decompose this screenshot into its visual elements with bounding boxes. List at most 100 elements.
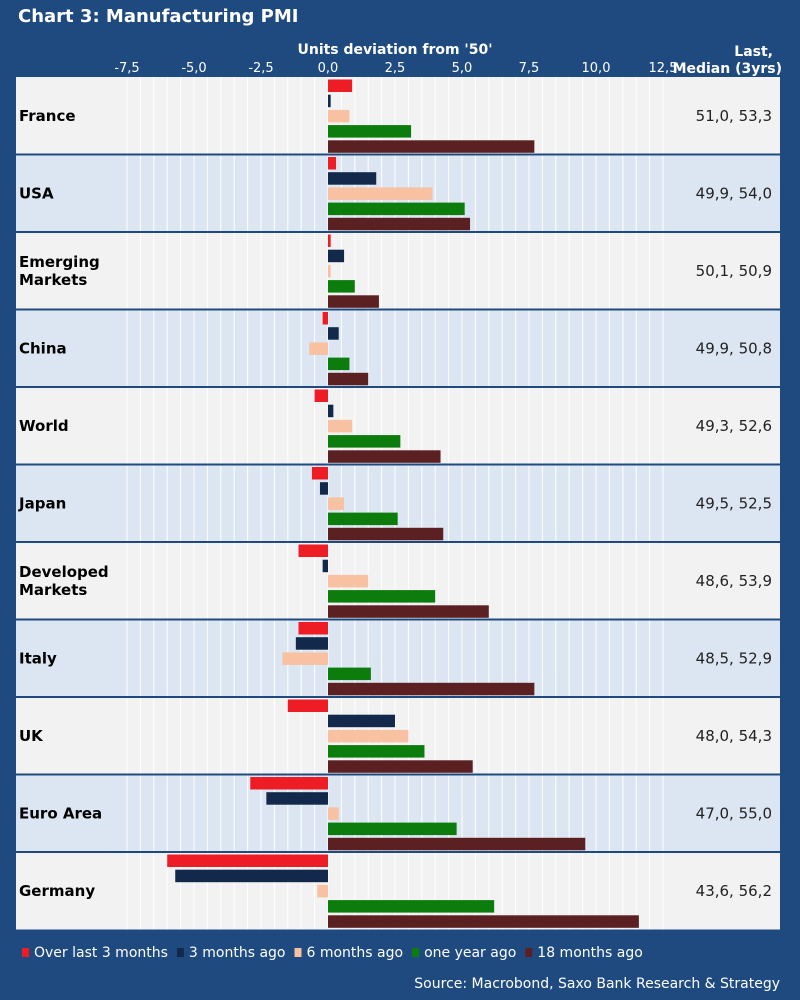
bar [328, 435, 401, 448]
bar [328, 202, 465, 216]
bar [328, 264, 331, 278]
bar [328, 404, 334, 418]
bar [322, 559, 328, 573]
legend-swatch [22, 948, 29, 957]
x-tick-label: 5,0 [452, 61, 473, 76]
chart-title: Chart 3: Manufacturing PMI [18, 6, 299, 27]
bar [328, 512, 398, 526]
bar [328, 900, 495, 913]
bar [328, 157, 337, 170]
bar [282, 652, 328, 665]
bar [328, 682, 535, 696]
legend-swatch [525, 948, 533, 957]
bar [328, 590, 436, 603]
category-label: Euro Area [19, 804, 102, 822]
bar [328, 280, 355, 293]
right-header: Median (3yrs) [673, 61, 782, 77]
legend-swatch [294, 948, 302, 957]
last-median-value: 48,5, 52,9 [696, 649, 772, 667]
bar [328, 109, 350, 123]
bar [328, 605, 489, 618]
category-label: Markets [19, 581, 87, 599]
last-median-value: 49,9, 54,0 [696, 184, 772, 202]
bar [328, 125, 412, 138]
bar [328, 249, 345, 263]
bar [328, 327, 339, 340]
bar [328, 527, 444, 541]
bar [287, 699, 328, 712]
bar [328, 187, 433, 200]
category-label: Germany [19, 882, 95, 900]
legend-label: 6 months ago [307, 945, 404, 961]
bar [309, 342, 328, 355]
x-tick-label: -2,5 [248, 61, 273, 76]
bar [314, 389, 328, 402]
category-label: USA [19, 184, 54, 202]
bar [328, 837, 586, 851]
legend-swatch [412, 948, 420, 957]
last-median-value: 50,1, 50,9 [696, 262, 772, 280]
last-median-value: 51,0, 53,3 [696, 107, 772, 125]
right-header: Last, [734, 44, 773, 60]
bar [298, 622, 328, 635]
bar [175, 869, 328, 883]
bar [328, 667, 371, 681]
last-median-value: 43,6, 56,2 [696, 882, 772, 900]
x-tick-label: -5,0 [181, 61, 206, 76]
x-tick-label: 0,0 [318, 61, 339, 76]
bar [328, 419, 353, 433]
legend-label: 18 months ago [537, 945, 642, 961]
bar [328, 372, 369, 386]
legend-swatch [176, 948, 184, 957]
bar [328, 760, 473, 773]
bar [328, 79, 353, 92]
bar [319, 482, 328, 495]
last-median-value: 47,0, 55,0 [696, 804, 772, 822]
last-median-value: 48,0, 54,3 [696, 727, 772, 745]
bar [328, 807, 339, 820]
row-background [16, 309, 780, 387]
row-background [16, 232, 780, 310]
x-tick-label: 2,5 [385, 61, 406, 76]
bar [328, 729, 409, 743]
last-median-value: 49,9, 50,8 [696, 339, 772, 357]
bar [298, 544, 328, 557]
legend-label: Over last 3 months [34, 945, 168, 961]
bar [328, 574, 369, 588]
bar [311, 467, 328, 480]
bar [328, 450, 441, 463]
bar [322, 312, 328, 325]
bar [328, 295, 379, 308]
category-label: France [19, 107, 76, 125]
bar [250, 777, 328, 790]
x-tick-label: 12,5 [649, 61, 678, 76]
last-median-value: 49,3, 52,6 [696, 417, 772, 435]
last-median-value: 48,6, 53,9 [696, 572, 772, 590]
bar [317, 884, 328, 898]
bar [328, 357, 350, 371]
bar [266, 792, 328, 805]
bar [328, 822, 457, 836]
category-label: Italy [19, 649, 57, 667]
x-tick-label: 7,5 [519, 61, 540, 76]
bar [328, 94, 331, 108]
bar [328, 497, 345, 510]
bar [295, 637, 328, 650]
category-label: UK [19, 727, 44, 745]
bar [328, 217, 471, 231]
legend-label: one year ago [424, 945, 516, 961]
category-label: World [19, 417, 69, 435]
bar [328, 234, 331, 247]
source-note: Source: Macrobond, Saxo Bank Research & … [414, 976, 780, 992]
x-tick-label: -7,5 [114, 61, 139, 76]
bar [328, 745, 425, 758]
bar [328, 915, 639, 928]
x-tick-label: 10,0 [582, 61, 611, 76]
bar [328, 140, 535, 153]
category-label: Japan [18, 494, 66, 512]
last-median-value: 49,5, 52,5 [696, 494, 772, 512]
category-label: Markets [19, 271, 87, 289]
bar [328, 714, 395, 728]
category-label: Developed [19, 563, 109, 581]
